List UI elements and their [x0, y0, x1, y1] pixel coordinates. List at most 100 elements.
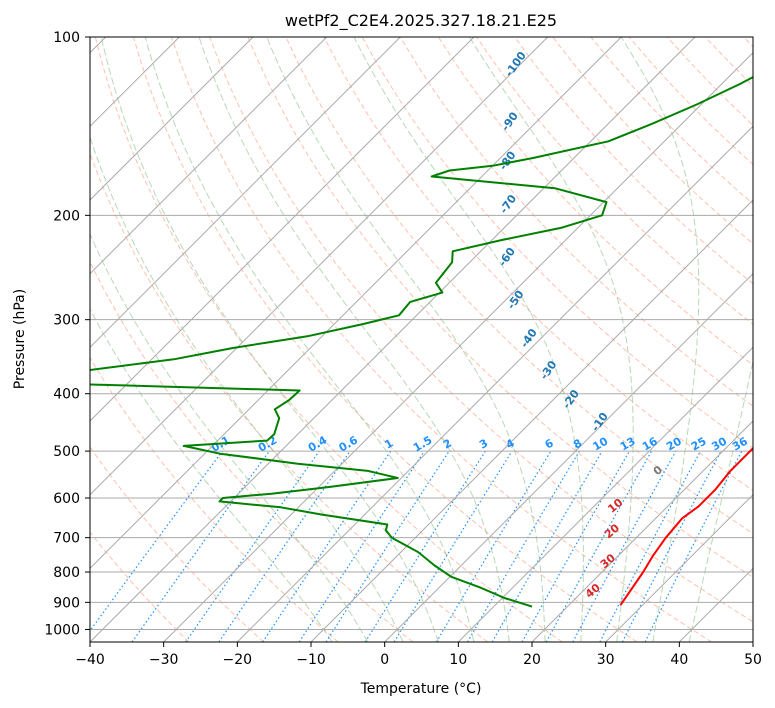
moist-adiabat [90, 232, 369, 642]
isotherm-line [163, 51, 753, 642]
x-axis-ticks: −40 −30 −20 −10 0 10 20 30 40 50 [75, 642, 762, 668]
dry-adiabat [743, 37, 753, 48]
dry-adiabat [666, 37, 753, 126]
mixing-ratio-label: 4 [504, 436, 517, 451]
y-tick-label: 300 [53, 313, 80, 329]
dry-adiabat [90, 446, 264, 642]
mixing-ratio-line [599, 450, 702, 642]
x-tick-label: 0 [380, 652, 389, 668]
moist-adiabat [90, 135, 404, 642]
dry-adiabat [552, 37, 753, 245]
mixing-ratio-line [131, 450, 270, 642]
y-tick-label: 200 [53, 208, 80, 224]
mixing-ratio-line [298, 450, 425, 642]
dry-adiabat [361, 37, 753, 449]
isotherm-line [457, 346, 753, 642]
isotherm-line [90, 37, 328, 275]
mixing-ratio-line [90, 450, 223, 632]
moist-adiabat-label: 20 [602, 521, 622, 541]
mixing-ratio-line [185, 450, 320, 642]
moist-adiabat [266, 37, 546, 642]
y-tick-label: 1000 [44, 622, 80, 638]
plot-area: 0.1 0.2 0.4 0.6 1 1.5 2 3 4 6 8 10 13 16 20 25 30 36-100-… [90, 37, 753, 642]
x-tick-label: −20 [223, 652, 253, 668]
dewpoint-profile-line [90, 75, 753, 608]
dry-adiabat [171, 37, 712, 642]
y-tick-label: 500 [53, 444, 80, 460]
moist-adiabat [198, 37, 510, 642]
mixing-ratio-line [218, 450, 351, 642]
y-axis-label: Pressure (hPa) [12, 289, 28, 389]
x-tick-label: 10 [449, 652, 467, 668]
mixing-ratio-line [435, 450, 552, 642]
mixing-ratio-line [572, 450, 677, 642]
mixing-ratio-line [621, 450, 722, 642]
moist-adiabat [100, 37, 439, 642]
moist-adiabat [90, 308, 333, 642]
mixing-ratio-lines [90, 450, 743, 642]
isotherm-line [678, 567, 753, 642]
y-tick-label: 600 [53, 491, 80, 507]
dry-adiabat-label: -10 [589, 410, 611, 434]
y-tick-label: 900 [53, 595, 80, 611]
mixing-ratio-label: 6 [543, 436, 556, 451]
dry-adiabat [132, 37, 638, 642]
y-tick-label: 400 [53, 387, 80, 403]
temperature-profile-line [619, 446, 753, 606]
mixing-ratio-line [393, 450, 513, 642]
x-tick-label: 20 [523, 652, 541, 668]
chart-title: wetPf2_C2E4.2025.327.18.21.E25 [285, 11, 557, 31]
dry-adiabat [94, 37, 563, 642]
mixing-ratio-line [644, 450, 743, 642]
x-axis-label: Temperature (°C) [360, 681, 482, 697]
dry-adiabat [323, 37, 753, 491]
isotherm-line [90, 37, 696, 642]
x-tick-label: 40 [670, 652, 688, 668]
isotherm-line [605, 493, 753, 642]
mixing-ratio-line [521, 450, 631, 642]
mixing-ratio-label: 1 [382, 437, 395, 452]
isotherm-line [90, 37, 622, 570]
isotherm-line [90, 37, 475, 422]
dry-adiabat-label: -100 [502, 49, 529, 79]
dry-adiabat [90, 152, 488, 642]
dry-adiabat [704, 37, 753, 87]
isotherm-line [531, 420, 753, 642]
profiles [90, 75, 753, 608]
dry-adiabat [285, 37, 753, 535]
y-tick-label: 700 [53, 531, 80, 547]
isotherm-line [236, 125, 753, 642]
isotherm-line [90, 37, 401, 349]
isotherm-line [384, 272, 753, 642]
isotherm-line [90, 37, 549, 496]
x-tick-label: −40 [75, 652, 105, 668]
moist-adiabat [688, 358, 753, 642]
dry-adiabat [437, 37, 753, 366]
x-tick-label: 30 [597, 652, 615, 668]
dry-adiabat [247, 37, 753, 578]
x-tick-label: 50 [744, 652, 762, 668]
moist-adiabat-label: 30 [598, 551, 618, 571]
mixing-ratio-label: 2 [441, 437, 454, 452]
y-tick-label: 800 [53, 565, 80, 581]
isotherm-line [310, 199, 753, 642]
dry-adiabat-label: -40 [518, 326, 540, 350]
dry-adiabat [90, 531, 190, 642]
isotherm-line [752, 641, 753, 642]
moist-adiabat [144, 37, 475, 642]
dry-adiabat-label: -50 [505, 288, 527, 312]
isotherm-line [90, 37, 254, 201]
moist-adiabat-label: 40 [583, 581, 603, 601]
y-tick-label: 100 [53, 30, 80, 46]
dry-adiabat-label: -90 [499, 109, 521, 133]
x-tick-label: −30 [149, 652, 179, 668]
dry-adiabat [514, 37, 753, 285]
dry-adiabat [209, 37, 753, 623]
mixing-ratio-line [262, 450, 392, 642]
plot-frame [89, 36, 754, 643]
dry-adiabat [90, 356, 339, 642]
dry-adiabat-label: -60 [496, 245, 518, 269]
dry-adiabat-label: -30 [537, 358, 559, 382]
grid-lines [90, 37, 753, 642]
